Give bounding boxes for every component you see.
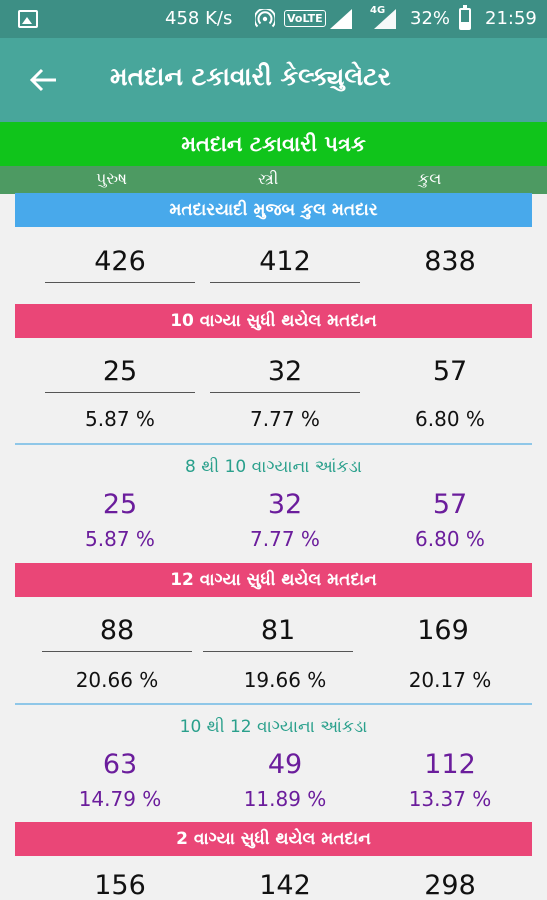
network-type: 4G [370, 5, 386, 16]
range-10-12-label: 10 થી 12 વાગ્યાના આંકડા [179, 717, 368, 737]
network-speed: 458 K/s [165, 8, 233, 29]
range-8-10-label: 8 થી 10 વાગ્યાના આંકડા [185, 457, 362, 477]
column-headers: પુરુષ સ્ત્રી કુલ [0, 166, 547, 194]
clock: 21:59 [485, 8, 537, 29]
total-all-value: 838 [424, 246, 476, 277]
battery-icon [459, 5, 471, 30]
till-10-total-percent: 6.80 % [415, 407, 485, 431]
app-bar: મતદાન ટકાવારી કેલ્ક્યુલેટર [0, 38, 547, 122]
range-10-12-male-value: 63 [102, 749, 138, 780]
range-8-10-total-percent: 6.80 % [415, 527, 485, 551]
till-10-female-input[interactable]: 32 [210, 353, 360, 393]
volte-badge: VoLTE [284, 10, 326, 27]
till-2-female-input[interactable]: 142 [259, 870, 311, 900]
status-bar: 458 K/s VoLTE 4G 32% 21:59 [0, 0, 547, 38]
till-2-male-input[interactable]: 156 [94, 870, 146, 900]
till-2-total-value: 298 [424, 870, 476, 900]
signal-icon [330, 9, 352, 29]
signal-icon-2 [374, 9, 396, 29]
total-female-input[interactable]: 412 [210, 243, 360, 283]
range-8-10-total-value: 57 [432, 489, 468, 520]
total-male-input[interactable]: 426 [45, 243, 195, 283]
till-12-female-percent: 19.66 % [243, 668, 327, 692]
column-female: સ્ત્રી [258, 169, 279, 188]
till-12-female-input[interactable]: 81 [203, 612, 353, 652]
range-8-10-male-percent: 5.87 % [85, 527, 155, 551]
range-8-10-female-percent: 7.77 % [250, 527, 320, 551]
till-12-total-value: 169 [417, 615, 469, 646]
till-12-total-percent: 20.17 % [408, 668, 492, 692]
range-10-12-female-value: 49 [267, 749, 303, 780]
battery-percent: 32% [410, 8, 451, 29]
till-10-female-percent: 7.77 % [250, 407, 320, 431]
till-12-label: 12 વાગ્યા સુધી થયેલ મતદાન [15, 563, 532, 597]
till-2-label: 2 વાગ્યા સુધી થયેલ મતદાન [15, 822, 532, 856]
hotspot-icon [255, 9, 275, 28]
column-male: પુરુષ [96, 169, 128, 188]
column-total: કુલ [418, 169, 442, 188]
till-10-label: 10 વાગ્યા સુધી થયેલ મતદાન [15, 304, 532, 338]
range-10-12-female-percent: 11.89 % [243, 787, 327, 811]
divider [15, 703, 532, 705]
range-8-10-male-value: 25 [102, 489, 138, 520]
range-8-10-female-value: 32 [267, 489, 303, 520]
till-12-male-percent: 20.66 % [75, 668, 159, 692]
page-title: મતદાન ટકાવારી કેલ્ક્યુલેટર [110, 62, 391, 91]
range-10-12-total-percent: 13.37 % [408, 787, 492, 811]
till-10-total-value: 57 [432, 356, 468, 387]
till-12-male-input[interactable]: 88 [42, 612, 192, 652]
gallery-notification-icon [18, 10, 38, 28]
total-voters-label: મતદારયાદી મુજબ કુલ મતદાર [15, 193, 532, 227]
range-10-12-total-value: 112 [424, 749, 476, 780]
back-arrow-icon[interactable] [26, 62, 62, 98]
range-10-12-male-percent: 14.79 % [78, 787, 162, 811]
till-10-male-input[interactable]: 25 [45, 353, 195, 393]
sheet-title: મતદાન ટકાવારી પત્રક [0, 122, 547, 166]
divider [15, 443, 532, 445]
till-10-male-percent: 5.87 % [85, 407, 155, 431]
